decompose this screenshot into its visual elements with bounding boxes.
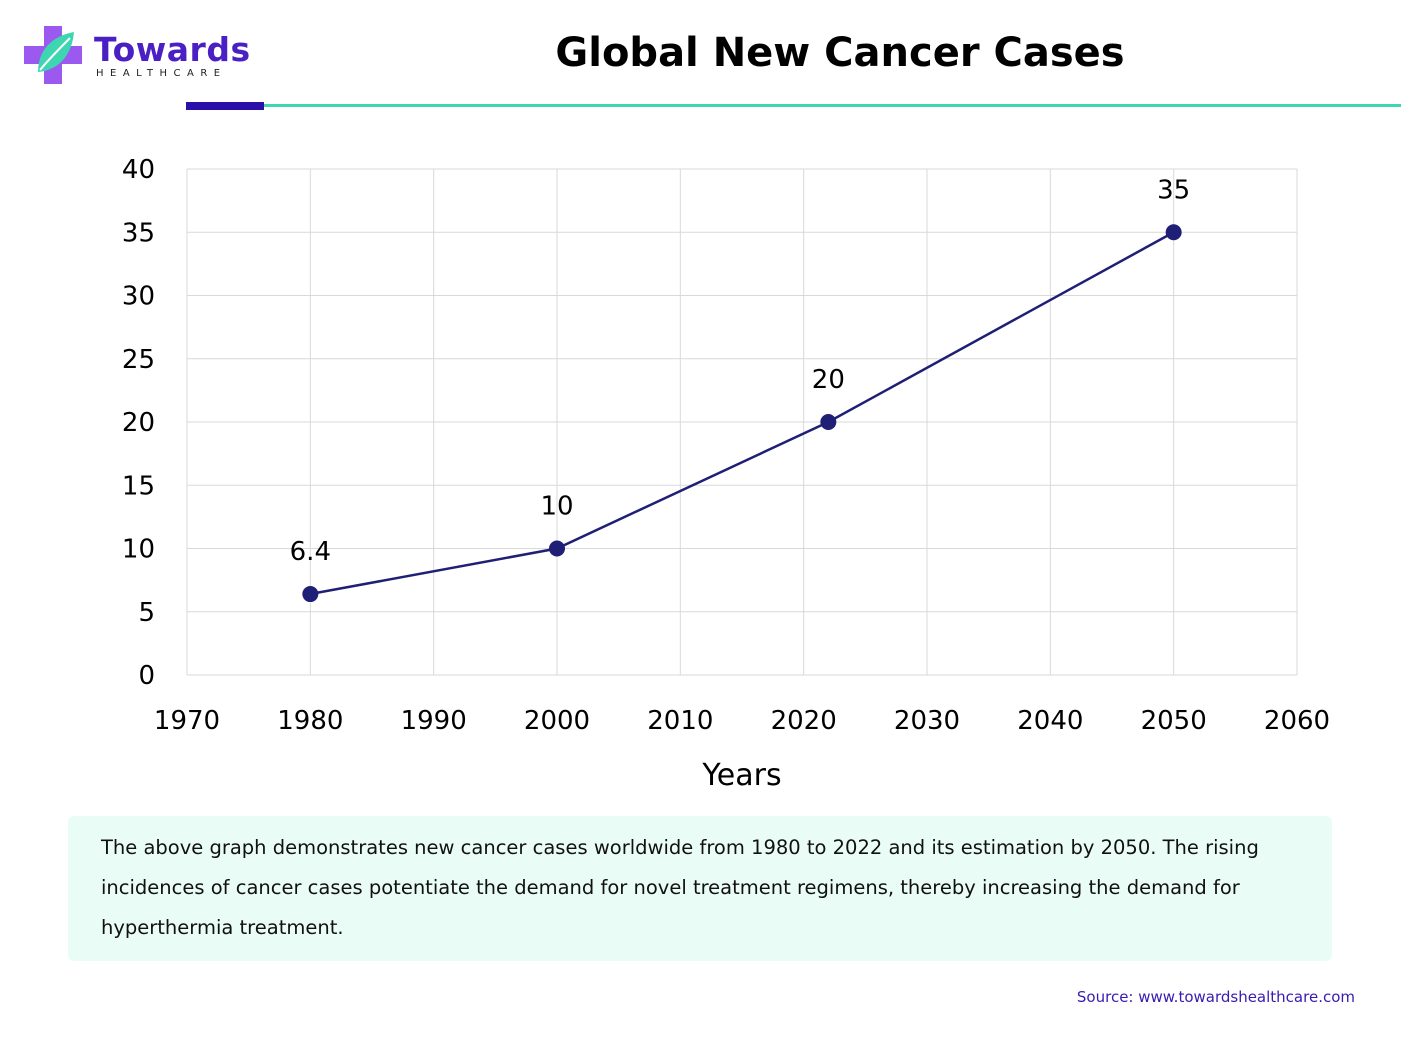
x-tick-label: 2020	[771, 706, 837, 736]
series-line	[310, 231, 1175, 596]
y-tick-label: 25	[122, 345, 155, 375]
x-tick-label: 2000	[524, 706, 590, 736]
brand-name: Towards	[94, 30, 251, 69]
brand-subtitle: HEALTHCARE	[96, 68, 227, 79]
description-box: The above graph demonstrates new cancer …	[68, 816, 1332, 961]
page-title: Global New Cancer Cases	[555, 30, 1125, 76]
x-tick-label: 1970	[154, 706, 220, 736]
y-tick-label: 5	[138, 598, 155, 628]
title-underline	[264, 104, 1401, 107]
data-label: 35	[1157, 175, 1190, 205]
x-axis-label: Years	[701, 758, 781, 793]
x-tick-label: 1990	[401, 706, 467, 736]
data-point	[1165, 224, 1182, 241]
x-tick-label: 2010	[647, 706, 713, 736]
data-point	[820, 414, 837, 430]
y-tick-label: 20	[122, 408, 155, 438]
data-point	[302, 586, 319, 603]
y-tick-label: 40	[122, 155, 155, 185]
medical-cross-leaf-icon	[24, 26, 82, 84]
title-underline-accent	[186, 102, 264, 110]
y-tick-label: 35	[122, 218, 155, 248]
y-tick-label: 10	[122, 535, 155, 565]
y-tick-label: 30	[122, 282, 155, 312]
data-label: 10	[540, 492, 573, 522]
brand-logo: Towards HEALTHCARE	[24, 26, 250, 86]
y-tick-label: 15	[122, 471, 155, 501]
data-point	[549, 540, 565, 557]
data-label: 6.4	[290, 537, 331, 567]
x-tick-label: 2050	[1141, 706, 1207, 736]
x-tick-label: 1980	[277, 706, 343, 736]
x-tick-label: 2030	[894, 706, 960, 736]
y-tick-label: 0	[138, 661, 155, 691]
description-text: The above graph demonstrates new cancer …	[101, 836, 1259, 939]
x-tick-label: 2040	[1017, 706, 1083, 736]
data-label: 20	[812, 365, 845, 395]
source-credit: Source: www.towardshealthcare.com	[1076, 988, 1355, 1006]
x-tick-label: 2060	[1264, 706, 1330, 736]
